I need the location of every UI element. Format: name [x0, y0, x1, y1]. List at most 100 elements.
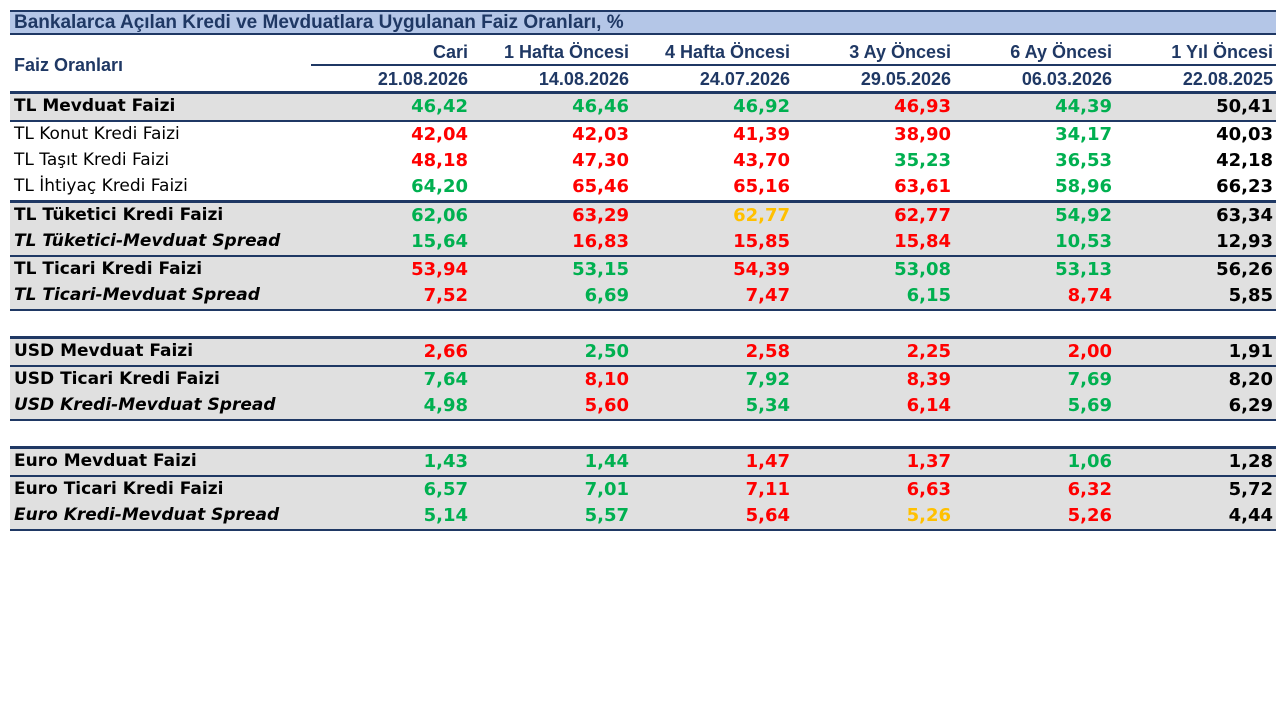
rate-cell: 2,50: [584, 341, 629, 362]
table-row: TL Ticari-Mevduat Spread 7,52 6,69 7,47 6,15…: [10, 283, 1276, 309]
rate-cell: 5,69: [1067, 395, 1112, 416]
rate-cell: 4,44: [1228, 505, 1273, 526]
rate-cell: 46,46: [572, 96, 629, 117]
rate-cell: 7,47: [745, 285, 790, 306]
column-header-1-hafta: 1 Hafta Öncesi: [503, 42, 629, 62]
rate-cell: 2,25: [906, 341, 951, 362]
rate-cell: 7,11: [745, 479, 790, 500]
rate-cell: 42,18: [1216, 150, 1273, 171]
rate-cell: 65,46: [572, 176, 629, 197]
table-row: Euro Mevduat Faizi 1,43 1,44 1,47 1,37 1,06 1,…: [10, 449, 1276, 475]
column-header-4-hafta: 4 Hafta Öncesi: [664, 42, 790, 62]
column-date-4-hafta: 24.07.2026: [699, 69, 790, 89]
rate-cell: 5,64: [745, 505, 790, 526]
row-divider: [10, 474, 1276, 477]
rate-cell: 43,70: [733, 150, 790, 171]
rate-cell: 6,29: [1228, 395, 1273, 416]
rate-cell: 56,26: [1216, 259, 1273, 280]
rate-cell: 54,39: [733, 259, 790, 280]
rate-cell: 2,66: [423, 341, 468, 362]
rate-cell: 6,14: [906, 395, 951, 416]
row-label: TL Mevduat Faizi: [14, 96, 176, 116]
column-date-cari: 21.08.2026: [377, 69, 468, 89]
rate-cell: 8,39: [906, 369, 951, 390]
row-label: TL İhtiyaç Kredi Faizi: [14, 176, 188, 196]
rate-cell: 66,23: [1216, 176, 1273, 197]
rate-cell: 12,93: [1216, 231, 1273, 252]
row-divider: [10, 446, 1276, 449]
table-row: USD Kredi-Mevduat Spread 4,98 5,60 5,34 6,14…: [10, 393, 1276, 419]
table-row: USD Mevduat Faizi 2,66 2,50 2,58 2,25 2,00 1,9…: [10, 339, 1276, 365]
rate-cell: 15,84: [894, 231, 951, 252]
row-divider: [10, 418, 1276, 421]
rate-cell: 48,18: [411, 150, 468, 171]
rate-cell: 6,63: [906, 479, 951, 500]
rate-cell: 62,77: [733, 205, 790, 226]
rate-cell: 50,41: [1216, 96, 1273, 117]
table-row: TL Ticari Kredi Faizi 53,94 53,15 54,39 53,0…: [10, 257, 1276, 283]
header-label: Faiz Oranları: [14, 55, 124, 75]
rate-cell: 6,15: [906, 285, 951, 306]
table-row: TL Konut Kredi Faizi 42,04 42,03 41,39 38,90…: [10, 122, 1276, 148]
row-label: USD Ticari Kredi Faizi: [14, 369, 220, 389]
rate-cell: 46,93: [894, 96, 951, 117]
rate-cell: 34,17: [1055, 124, 1112, 145]
rate-cell: 1,28: [1228, 451, 1273, 472]
rate-cell: 62,06: [411, 205, 468, 226]
rate-cell: 36,53: [1055, 150, 1112, 171]
row-label: Euro Mevduat Faizi: [14, 451, 197, 471]
rate-cell: 63,29: [572, 205, 629, 226]
rate-cell: 1,91: [1228, 341, 1273, 362]
table-row: TL İhtiyaç Kredi Faizi 64,20 65,46 65,16 63,…: [10, 174, 1276, 200]
row-label: USD Mevduat Faizi: [14, 341, 194, 361]
rate-cell: 5,34: [745, 395, 790, 416]
table-row: USD Ticari Kredi Faizi 7,64 8,10 7,92 8,39 7,…: [10, 367, 1276, 393]
column-date-6-ay: 06.03.2026: [1021, 69, 1112, 89]
rate-cell: 47,30: [572, 150, 629, 171]
row-label: Euro Kredi-Mevduat Spread: [14, 505, 280, 525]
rate-cell: 1,44: [584, 451, 629, 472]
row-divider: [10, 308, 1276, 311]
row-divider: [10, 528, 1276, 531]
rate-cell: 10,53: [1055, 231, 1112, 252]
rate-cell: 8,10: [584, 369, 629, 390]
rate-cell: 53,13: [1055, 259, 1112, 280]
rate-cell: 44,39: [1055, 96, 1112, 117]
rate-cell: 7,01: [584, 479, 629, 500]
row-divider: [10, 91, 1276, 94]
row-label: Euro Ticari Kredi Faizi: [14, 479, 224, 499]
column-header-1-yil: 1 Yıl Öncesi: [1171, 42, 1273, 62]
rate-cell: 6,32: [1067, 479, 1112, 500]
column-header-3-ay: 3 Ay Öncesi: [849, 42, 951, 62]
rate-cell: 16,83: [572, 231, 629, 252]
rate-cell: 35,23: [894, 150, 951, 171]
rate-cell: 5,57: [584, 505, 629, 526]
row-label: TL Taşıt Kredi Faizi: [14, 150, 170, 170]
rate-cell: 41,39: [733, 124, 790, 145]
rate-cell: 5,60: [584, 395, 629, 416]
rate-cell: 46,42: [411, 96, 468, 117]
column-date-3-ay: 29.05.2026: [860, 69, 951, 89]
row-divider: [10, 364, 1276, 367]
rate-cell: 53,94: [411, 259, 468, 280]
rate-cell: 65,16: [733, 176, 790, 197]
rate-cell: 4,98: [423, 395, 468, 416]
rate-cell: 2,00: [1067, 341, 1112, 362]
row-label: TL Tüketici Kredi Faizi: [14, 205, 224, 225]
rate-cell: 5,26: [1067, 505, 1112, 526]
rate-cell: 1,37: [906, 451, 951, 472]
rate-cell: 1,43: [423, 451, 468, 472]
rate-cell: 42,03: [572, 124, 629, 145]
row-label: USD Kredi-Mevduat Spread: [14, 395, 276, 415]
row-divider: [10, 119, 1276, 122]
rate-cell: 46,92: [733, 96, 790, 117]
row-label: TL Konut Kredi Faizi: [14, 124, 180, 144]
column-header-cari: Cari: [432, 42, 468, 62]
rate-cell: 7,52: [423, 285, 468, 306]
rate-cell: 5,14: [423, 505, 468, 526]
rate-cell: 58,96: [1055, 176, 1112, 197]
header-divider: [311, 64, 1276, 66]
row-label: TL Ticari Kredi Faizi: [14, 259, 203, 279]
row-label: TL Tüketici-Mevduat Spread: [14, 231, 281, 251]
rate-cell: 2,58: [745, 341, 790, 362]
